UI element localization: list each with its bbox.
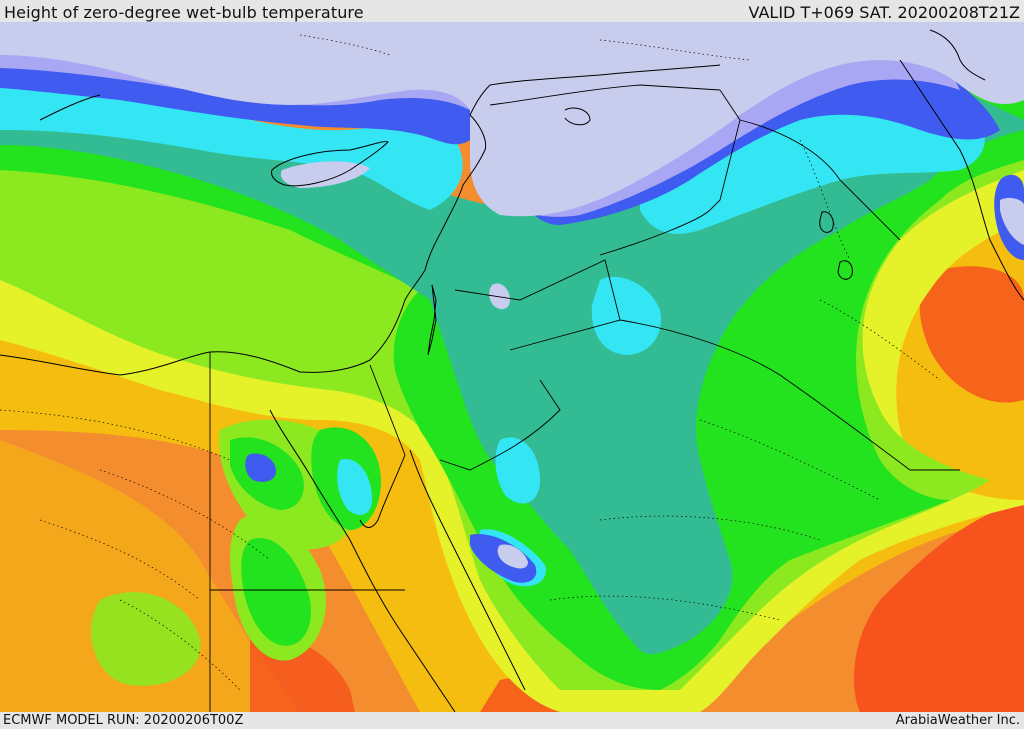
province-lines	[0, 34, 941, 691]
field-cyan-sinai	[337, 459, 373, 515]
field-green-redsea	[241, 538, 311, 646]
field-cyan-north	[0, 70, 463, 210]
field-below-cyprus	[280, 161, 370, 188]
field-blue-sinai	[245, 453, 277, 482]
field-cyan-saudi1	[495, 437, 540, 504]
credit-label: ArabiaWeather Inc.	[895, 713, 1020, 728]
weather-map	[0, 22, 1024, 712]
field-teal	[0, 80, 1024, 655]
header-bar: Height of zero-degree wet-bulb temperatu…	[0, 0, 1024, 22]
footer-bar: ECMWF MODEL RUN: 20200206T00Z ArabiaWeat…	[0, 712, 1024, 729]
coastlines	[0, 29, 1024, 712]
field-red-ne	[919, 266, 1024, 403]
field-gold-west	[0, 440, 300, 712]
valid-time: VALID T+069 SAT. 20200208T21Z	[748, 3, 1020, 22]
field-below-jordan	[489, 283, 510, 310]
field-cyan-jordan	[591, 276, 661, 355]
field-below	[0, 22, 1024, 217]
borders	[209, 84, 960, 712]
model-run-label: ECMWF MODEL RUN: 20200206T00Z	[3, 713, 244, 728]
field-below-gulf	[1000, 197, 1024, 245]
map-title: Height of zero-degree wet-bulb temperatu…	[4, 3, 364, 22]
field-red-east	[854, 500, 1024, 712]
field-lime-blob2	[91, 592, 201, 686]
field-below-saudi	[497, 544, 528, 569]
